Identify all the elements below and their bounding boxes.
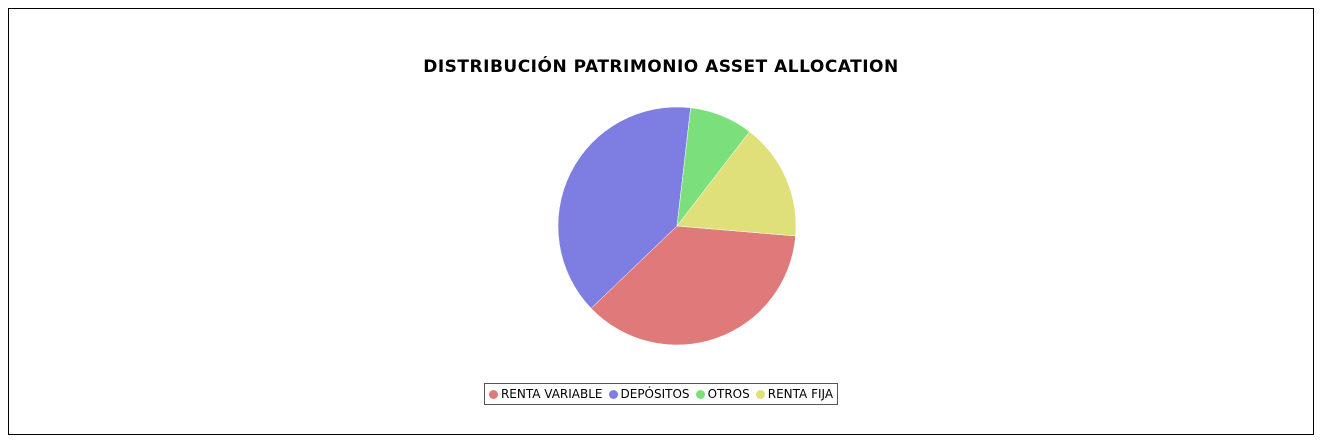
pie-slice — [557, 106, 691, 309]
legend-label: DEPÓSITOS — [620, 387, 690, 401]
legend-box: RENTA VARIABLE DEPÓSITOS OTROS RENTA FIJA — [483, 383, 839, 405]
legend: RENTA VARIABLE DEPÓSITOS OTROS RENTA FIJA — [9, 383, 1313, 405]
legend-item: OTROS — [695, 387, 750, 401]
pie-slice — [676, 131, 797, 237]
chart-title: DISTRIBUCIÓN PATRIMONIO ASSET ALLOCATION — [423, 57, 899, 77]
legend-item: RENTA FIJA — [755, 387, 834, 401]
legend-item: RENTA VARIABLE — [488, 387, 603, 401]
pie-slice — [590, 225, 796, 346]
legend-label: RENTA VARIABLE — [500, 387, 603, 401]
legend-label: RENTA FIJA — [767, 387, 834, 401]
legend-item: DEPÓSITOS — [608, 387, 690, 401]
legend-label: OTROS — [707, 387, 750, 401]
legend-swatch — [608, 389, 618, 399]
legend-swatch — [488, 389, 498, 399]
pie — [557, 106, 797, 346]
legend-swatch — [755, 389, 765, 399]
chart-frame: DISTRIBUCIÓN PATRIMONIO ASSET ALLOCATION… — [8, 8, 1314, 435]
legend-swatch — [695, 389, 705, 399]
